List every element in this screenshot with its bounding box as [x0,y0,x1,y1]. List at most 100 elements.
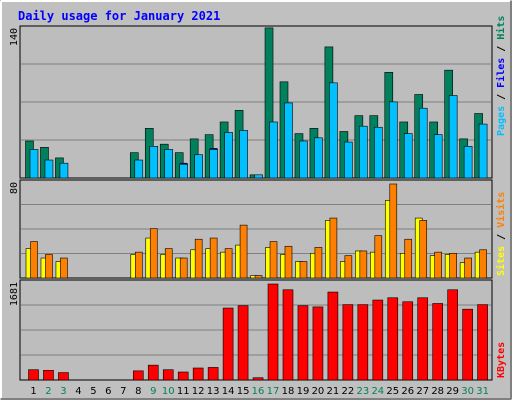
legend-separator: / [496,40,507,58]
bar-kbytes [432,303,443,381]
chart-title: Daily usage for January 2021 [18,9,220,23]
bar-visits [419,220,428,279]
x-tick-label: 9 [150,386,156,397]
x-tick-label: 26 [401,386,414,397]
bar-visits [404,238,413,279]
x-tick-label: 30 [461,386,474,397]
bar-visits [45,254,53,279]
x-tick-label: 7 [120,386,126,397]
x-tick-label: 12 [192,386,205,397]
x-tick-label: 6 [105,386,111,397]
bar-visits [299,261,308,279]
bar-pages [388,101,398,179]
day-labels: 1 2 3 4 5 6 7 8 9 10 11 12 13 14 15 16 17 18 19 20 21 22 23 24 2… [30,386,489,397]
bar-visits [164,248,173,279]
legend-separator: / [496,88,507,106]
x-tick-label: 23 [356,386,369,397]
bar-pages [149,145,159,179]
bar-kbytes [402,301,414,381]
bar-pages [134,159,144,179]
bar-visits [359,250,368,279]
bar-kbytes [222,307,234,381]
x-tick-label: 20 [312,386,325,397]
bar-pages [269,121,278,179]
legend-entry-pages: Pages [496,106,507,136]
bar-kbytes [342,304,354,381]
bar-pages [374,126,383,179]
bar-visits [374,235,383,279]
bar-visits [60,257,68,279]
bar-pages [344,141,353,179]
bar-pages [463,145,473,179]
bar-visits [449,253,457,279]
bar-kbytes [58,372,69,381]
bar-pages [284,102,293,179]
bar-pages [194,154,203,179]
bar-kbytes [312,306,324,381]
legend: Pages / Files / Hits [495,16,507,136]
bar-visits [194,238,203,279]
panel-kbytes: 1681 [9,279,493,381]
bar-pages [224,132,233,179]
legend-entry-visits: Visits [495,192,507,228]
bar-kbytes [177,371,189,381]
bar-kbytes [28,369,39,381]
bar-kbytes [207,367,219,381]
bar-kbytes [372,299,384,381]
x-tick-label: 18 [282,386,295,397]
bar-visits [344,255,353,279]
x-tick-label: 2 [45,386,51,397]
bar-visits [434,251,442,279]
y-max-label: 80 [9,182,20,194]
bar-kbytes [147,364,159,381]
bar-visits [224,248,233,279]
bar-visits [284,245,293,279]
bar-visits [254,275,263,279]
panel-visits-sites: 80 [9,179,493,279]
legend: KBytes [496,342,507,378]
bar-kbytes [297,305,309,381]
bar-kbytes [357,304,369,381]
bar-visits [239,224,248,279]
x-tick-label: 14 [222,386,235,397]
legend-separator: / [496,228,507,246]
bar-pages [478,123,488,179]
bar-kbytes [327,291,339,381]
bar-pages [239,130,248,179]
bar-hits [264,27,274,179]
bar-pages [433,134,443,179]
y-max-label: 1681 [9,282,20,306]
panel-hits-files-pages: 140 [9,25,493,179]
legends: Pages / Files / Hits Sites / Visits KBytes [495,16,507,378]
bar-kbytes [43,369,54,381]
x-tick-label: 15 [237,386,250,397]
x-tick-label: 16 [252,386,265,397]
bar-visits [389,183,398,279]
legend: Sites / Visits [495,192,507,276]
bar-kbytes [477,304,488,381]
bar-visits [134,251,143,279]
x-tick-label: 28 [431,386,444,397]
bar-pages [179,163,188,179]
x-tick-label: 22 [342,386,355,397]
x-tick-label: 29 [446,386,459,397]
x-tick-label: 4 [75,386,81,397]
x-tick-label: 24 [371,386,384,397]
bar-kbytes [462,308,473,381]
bar-visits [30,241,38,279]
bar-kbytes [252,377,264,381]
bar-kbytes [132,370,144,381]
x-tick-label: 11 [177,386,190,397]
bar-pages [164,149,174,179]
bar-visits [269,241,278,279]
bar-visits [209,237,218,279]
bar-kbytes [192,367,204,381]
x-tick-label: 5 [90,386,96,397]
bar-pages [359,125,368,179]
bar-visits [329,217,338,279]
bar-visits [149,228,158,279]
bar-kbytes [447,289,458,381]
bar-pages [299,140,308,179]
